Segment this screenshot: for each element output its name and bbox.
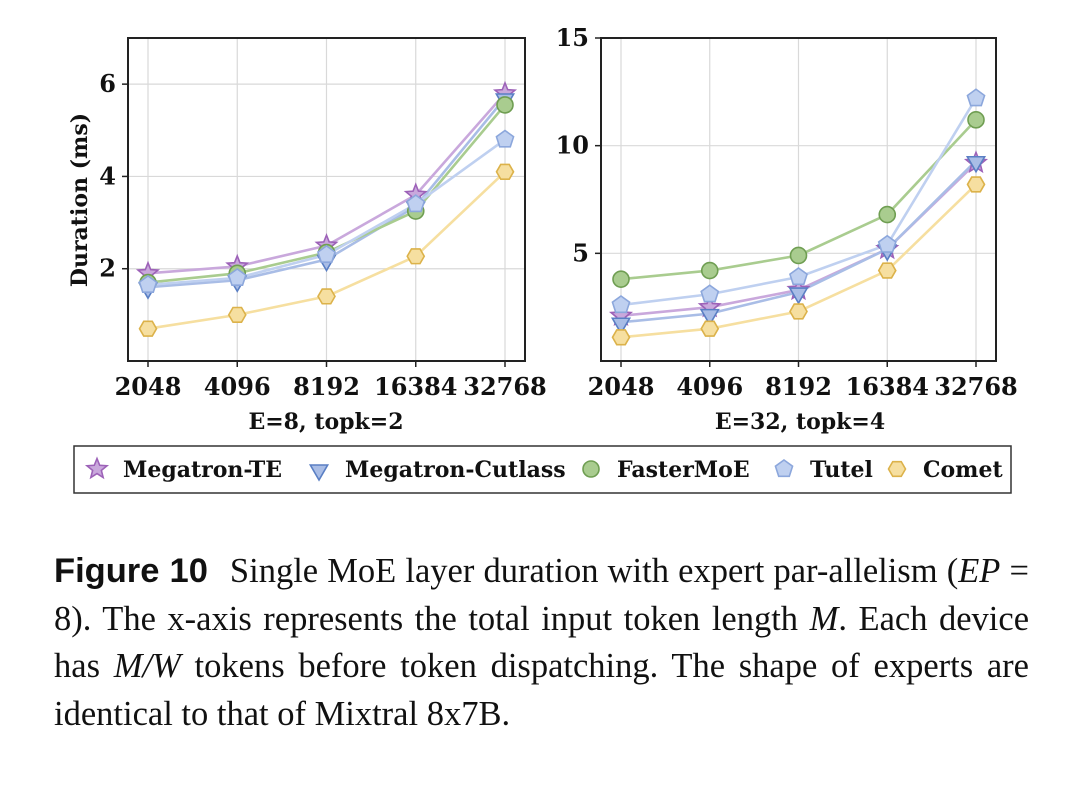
x-ticks-left: 2048 4096 8192 16384 32768	[115, 361, 547, 401]
y-tick-label: 4	[99, 161, 116, 190]
data-point-tutel	[138, 274, 158, 293]
legend-marker-megatron-cutlass	[308, 464, 330, 482]
legend-item-tutel: Tutel	[774, 457, 873, 483]
legend-label: Megatron-Cutlass	[345, 457, 566, 483]
grid-left	[128, 38, 525, 361]
legend-items: Megatron-TE Megatron-Cutlass FasterMoE Tute…	[84, 456, 1003, 483]
data-point-comet	[138, 320, 158, 337]
legend-marker-comet	[887, 460, 907, 478]
caption-math-mw: M/W	[113, 647, 181, 685]
data-point-comet	[495, 163, 515, 180]
data-point-comet	[700, 320, 720, 337]
legend-item-comet: Comet	[887, 457, 1003, 483]
y-tick-label: 6	[99, 69, 116, 98]
x-tick-label: 8192	[293, 372, 360, 401]
data-point-megatron-cutlass	[699, 308, 720, 327]
y-tick-label: 2	[99, 254, 116, 283]
data-point-comet	[966, 176, 986, 193]
series-layer-right	[608, 88, 989, 346]
caption-text-4: tokens before token dispatching. The sha…	[54, 647, 1029, 733]
legend-label: Tutel	[810, 457, 873, 483]
legend: Megatron-TE Megatron-Cutlass FasterMoE Tute…	[73, 445, 1012, 494]
legend-marker-megatron-te	[84, 456, 110, 480]
data-point-tutel	[227, 267, 247, 287]
x-tick-label: 16384	[374, 372, 458, 401]
x-tick-label: 8192	[765, 372, 832, 401]
x-tick-label: 2048	[588, 372, 655, 401]
y-tick-label: 5	[572, 238, 589, 267]
x-axis-title-right: E=32, topk=4	[715, 409, 885, 435]
y-tick-label: 15	[556, 23, 589, 52]
data-point-fastermoe	[612, 270, 630, 288]
x-tick-label: 4096	[676, 372, 743, 401]
data-point-tutel	[788, 267, 809, 286]
x-ticks-right: 2048 4096 8192 16384 32768	[588, 361, 1018, 401]
chart-left: 2 4 6 2048 4096 8192 16384 32768 Duration (ms)…	[67, 37, 547, 435]
data-point-comet	[406, 248, 426, 265]
data-point-tutel	[877, 234, 897, 253]
caption-text-2: = 8). The x-axis represents the total in…	[54, 552, 1029, 638]
y-tick-label: 10	[556, 131, 589, 160]
legend-label: Comet	[923, 457, 1003, 483]
figure-canvas: 246 2048 4096 8192 16384 32768 Duration (ms)…	[67, 23, 1018, 494]
caption-text-3: . Each device has	[54, 599, 1030, 686]
legend-item-megatron-cutlass: Megatron-Cutlass	[308, 457, 566, 483]
legend-frame	[73, 445, 1012, 494]
data-point-tutel	[966, 88, 986, 107]
data-point-comet	[227, 306, 247, 324]
data-point-comet	[317, 288, 336, 305]
data-point-megatron-cutlass	[965, 155, 987, 174]
y-axis-title-left: Duration (ms)	[67, 113, 93, 287]
chart-right: 5 10 15 2048 4096 8192 16384 32768 E=32, topk=…	[556, 23, 1018, 435]
figure-caption: Figure 10 Single MoE layer duration with …	[54, 548, 1029, 738]
caption-math-m: M	[809, 599, 839, 638]
x-tick-label: 32768	[463, 372, 547, 401]
data-point-comet	[789, 303, 808, 320]
x-tick-label: 2048	[115, 372, 182, 401]
data-point-tutel	[495, 129, 515, 148]
y-ticks-left: 2 4 6	[99, 69, 128, 283]
x-tick-label: 4096	[204, 372, 271, 401]
x-axis-title-left: E=8, topk=2	[248, 409, 403, 435]
data-point-megatron-cutlass	[788, 287, 809, 305]
x-tick-label: 16384	[846, 372, 930, 401]
data-point-megatron-cutlass	[610, 317, 632, 335]
x-tick-label: 32768	[934, 372, 1018, 401]
series-layer-left	[135, 80, 518, 337]
data-point-tutel	[406, 194, 426, 213]
data-point-fastermoe	[878, 205, 897, 224]
legend-item-megatron-te: Megatron-TE	[84, 456, 282, 483]
data-point-fastermoe	[789, 246, 808, 265]
legend-marker-fastermoe	[582, 460, 600, 478]
legend-label: FasterMoE	[617, 457, 750, 483]
data-point-fastermoe	[700, 261, 719, 280]
legend-item-fastermoe: FasterMoE	[582, 457, 750, 483]
legend-marker-tutel	[774, 459, 794, 478]
caption-text-1: Single MoE layer duration with expert pa…	[229, 552, 959, 590]
data-point-tutel	[700, 284, 720, 303]
data-point-fastermoe	[496, 96, 514, 114]
data-point-tutel	[316, 244, 337, 263]
data-point-comet	[611, 329, 631, 346]
data-point-fastermoe	[967, 111, 985, 129]
y-ticks-right: 5 10 15	[556, 23, 601, 267]
legend-label: Megatron-TE	[123, 457, 282, 483]
caption-label: Figure 10	[54, 552, 208, 590]
data-point-tutel	[611, 295, 631, 314]
caption-math-ep: EP	[958, 552, 1001, 590]
data-point-comet	[877, 262, 897, 279]
